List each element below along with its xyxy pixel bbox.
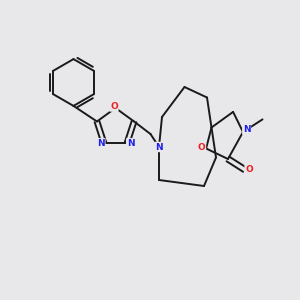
Text: O: O — [110, 102, 118, 111]
Text: O: O — [198, 142, 206, 152]
Text: O: O — [245, 165, 253, 174]
Text: N: N — [97, 139, 105, 148]
Text: N: N — [243, 125, 250, 134]
Text: N: N — [155, 142, 163, 152]
Text: N: N — [127, 139, 134, 148]
